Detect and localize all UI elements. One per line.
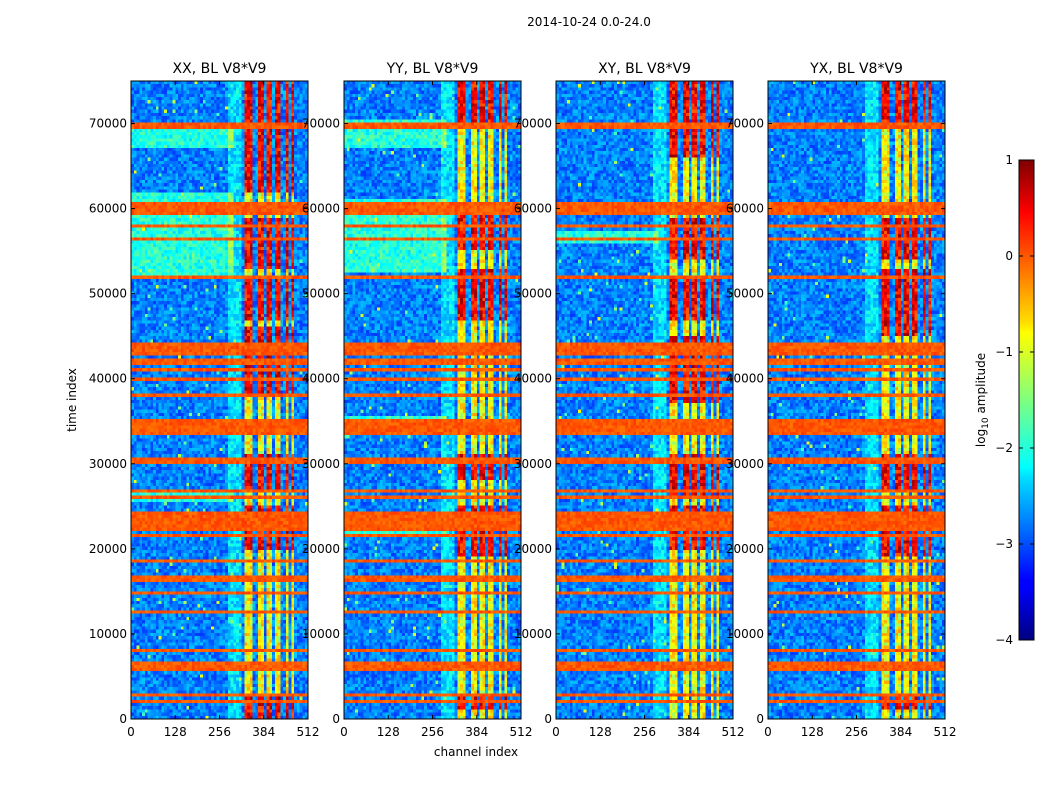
y-tick-label: 70000 — [89, 117, 127, 131]
x-tick-label: 0 — [764, 725, 772, 739]
y-tick-label: 60000 — [514, 202, 552, 216]
colorbar-tick-label: −1 — [995, 345, 1013, 359]
y-axis-label: time index — [65, 368, 79, 432]
figure-suptitle: 2014-10-24 0.0-24.0 — [527, 15, 651, 29]
x-tick-label: 256 — [845, 725, 868, 739]
x-tick-label: 512 — [934, 725, 957, 739]
y-tick-label: 30000 — [89, 457, 127, 471]
y-tick-label: 10000 — [89, 627, 127, 641]
x-tick-label: 128 — [164, 725, 187, 739]
x-tick-label: 0 — [552, 725, 560, 739]
y-tick-label: 20000 — [302, 542, 340, 556]
x-tick-label: 0 — [340, 725, 348, 739]
x-tick-label: 256 — [421, 725, 444, 739]
y-tick-label: 70000 — [726, 117, 764, 131]
x-tick-label: 128 — [589, 725, 612, 739]
y-tick-label: 10000 — [302, 627, 340, 641]
x-tick-label: 512 — [722, 725, 745, 739]
colorbar-gradient — [1018, 159, 1035, 641]
y-tick-label: 40000 — [726, 372, 764, 386]
x-tick-label: 384 — [677, 725, 700, 739]
heatmap-panel: XX, BL V8*V9 0 128 256 384 512 0 10000 20000 3000… — [89, 61, 320, 739]
heatmap-image — [768, 81, 945, 719]
y-tick-label: 20000 — [514, 542, 552, 556]
y-tick-label: 60000 — [726, 202, 764, 216]
y-tick-label: 60000 — [89, 202, 127, 216]
y-tick-label: 60000 — [302, 202, 340, 216]
y-tick-label: 30000 — [302, 457, 340, 471]
panel-title: YX, BL V8*V9 — [809, 61, 903, 77]
x-tick-label: 128 — [801, 725, 824, 739]
y-tick-label: 50000 — [514, 287, 552, 301]
heatmap-panel: YX, BL V8*V9 0 128 256 384 512 0 10000 20000 3000… — [726, 61, 957, 739]
x-tick-label: 256 — [633, 725, 656, 739]
y-tick-label: 30000 — [726, 457, 764, 471]
y-tick-label: 20000 — [89, 542, 127, 556]
y-tick-label: 40000 — [514, 372, 552, 386]
panel-title: YY, BL V8*V9 — [386, 61, 479, 77]
y-tick-label: 40000 — [89, 372, 127, 386]
colorbar-ticks: 1 0 −1 −2 −3 −4 — [995, 153, 1034, 647]
x-tick-label: 128 — [377, 725, 400, 739]
heatmap-image — [344, 81, 521, 719]
colorbar-label: log10 amplitude — [974, 353, 991, 447]
panel-title: XX, BL V8*V9 — [173, 61, 267, 77]
colorbar-tick-label: −3 — [995, 537, 1013, 551]
colorbar-tick-label: −4 — [995, 633, 1013, 647]
heatmap-panels: XX, BL V8*V9 0 128 256 384 512 0 10000 20000 3000… — [89, 61, 957, 739]
heatmap-image — [556, 81, 733, 719]
y-tick-label: 0 — [756, 712, 764, 726]
heatmap-panel: XY, BL V8*V9 0 128 256 384 512 0 10000 20000 3000… — [514, 61, 745, 739]
x-axis-label: channel index — [434, 745, 518, 759]
x-tick-label: 256 — [208, 725, 231, 739]
colorbar-tick-label: 1 — [1005, 153, 1013, 167]
colorbar-tick-label: −2 — [995, 441, 1013, 455]
y-tick-label: 70000 — [302, 117, 340, 131]
y-tick-label: 30000 — [514, 457, 552, 471]
y-tick-label: 50000 — [302, 287, 340, 301]
y-tick-label: 10000 — [726, 627, 764, 641]
x-tick-label: 0 — [127, 725, 135, 739]
x-tick-label: 512 — [510, 725, 533, 739]
y-tick-label: 50000 — [89, 287, 127, 301]
y-tick-label: 0 — [544, 712, 552, 726]
x-tick-label: 384 — [889, 725, 912, 739]
panel-title: XY, BL V8*V9 — [598, 61, 691, 77]
y-tick-label: 50000 — [726, 287, 764, 301]
y-tick-label: 0 — [119, 712, 127, 726]
heatmap-panel: YY, BL V8*V9 0 128 256 384 512 0 10000 20000 3000… — [302, 61, 533, 739]
x-tick-label: 384 — [252, 725, 275, 739]
y-tick-label: 10000 — [514, 627, 552, 641]
x-tick-label: 512 — [297, 725, 320, 739]
colorbar-tick-label: 0 — [1005, 249, 1013, 263]
y-tick-label: 0 — [332, 712, 340, 726]
y-tick-label: 40000 — [302, 372, 340, 386]
heatmap-image — [131, 81, 308, 719]
y-tick-label: 20000 — [726, 542, 764, 556]
colorbar: 1 0 −1 −2 −3 −4 log10 amplitude — [974, 153, 1035, 647]
y-tick-label: 70000 — [514, 117, 552, 131]
x-tick-label: 384 — [465, 725, 488, 739]
